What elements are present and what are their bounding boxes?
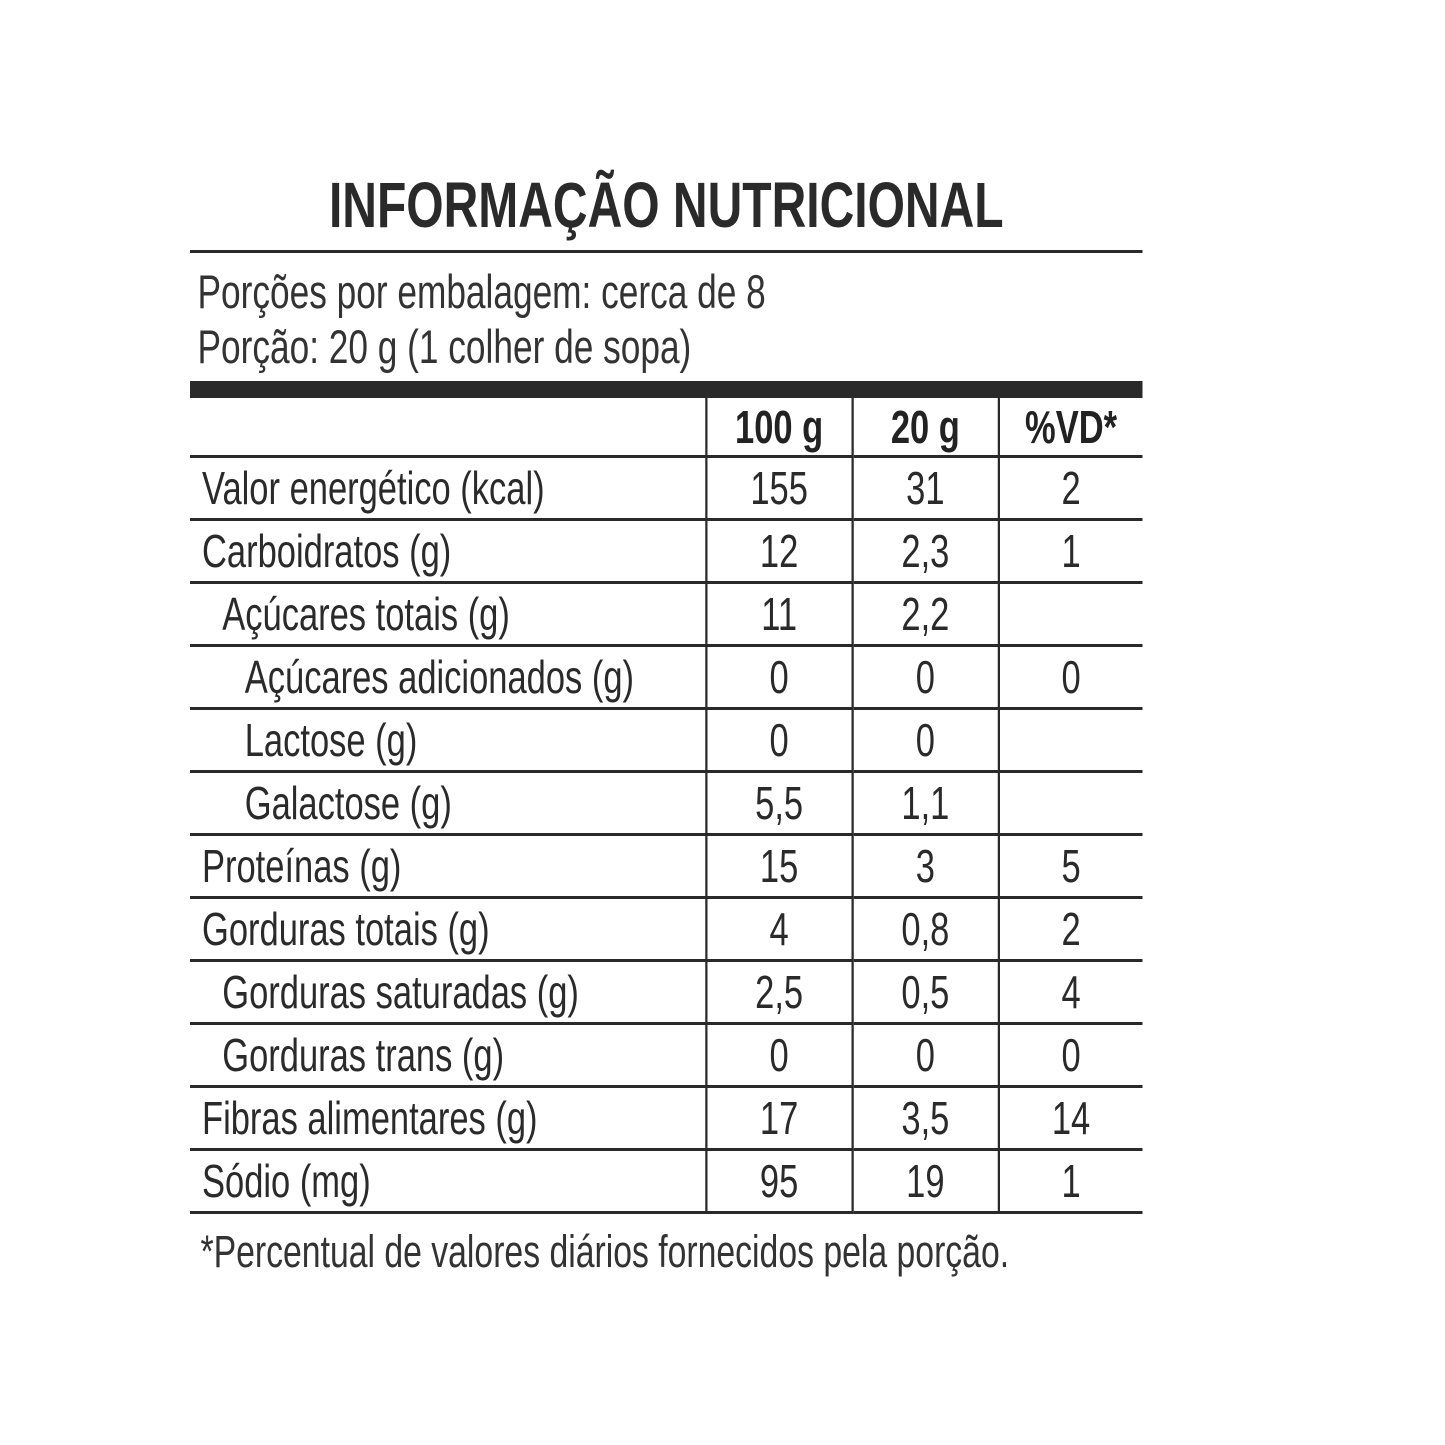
value-20g: 0,8	[851, 897, 999, 962]
divider-thick	[190, 381, 1143, 398]
value-100g: 2,5	[704, 960, 853, 1025]
value-100g: 12	[704, 519, 853, 584]
value-vd: 14	[997, 1086, 1143, 1151]
value-100g: 0	[704, 1023, 853, 1088]
nutrient-label: Gorduras saturadas (g)	[190, 960, 706, 1025]
table-row: Gorduras totais (g) 4 0,8 2	[190, 897, 1143, 962]
value-vd: 0	[997, 1023, 1143, 1088]
value-20g: 2,2	[851, 582, 999, 647]
table-row: Valor energético (kcal) 155 31 2	[190, 456, 1143, 521]
value-vd: 2	[997, 456, 1143, 521]
value-vd	[997, 582, 1143, 647]
value-20g: 0	[851, 1023, 999, 1088]
table-row: Gorduras trans (g) 0 0 0	[190, 1023, 1143, 1088]
value-vd: 4	[997, 960, 1143, 1025]
servings-per-package: Porções por embalagem: cerca de 8	[197, 265, 766, 318]
nutrient-label: Açúcares totais (g)	[190, 582, 706, 647]
nutrition-label: INFORMAÇÃO NUTRICIONAL Porções por embal…	[190, 0, 1143, 1445]
table-row: Sódio (mg) 95 19 1	[190, 1149, 1143, 1214]
nutrient-label: Valor energético (kcal)	[190, 456, 706, 521]
table-row: Gorduras saturadas (g) 2,5 0,5 4	[190, 960, 1143, 1025]
value-100g: 155	[704, 456, 853, 521]
nutrient-label: Sódio (mg)	[190, 1149, 706, 1214]
nutrient-label: Gorduras totais (g)	[190, 897, 706, 962]
value-vd: 1	[997, 519, 1143, 584]
serving-size: Porção: 20 g (1 colher de sopa)	[197, 320, 692, 373]
value-vd: 5	[997, 834, 1143, 899]
table-row: Fibras alimentares (g) 17 3,5 14	[190, 1086, 1143, 1151]
header-row: 100 g 20 g %VD*	[190, 398, 1143, 458]
nutrient-label: Carboidratos (g)	[190, 519, 706, 584]
value-100g: 11	[704, 582, 853, 647]
value-100g: 0	[704, 645, 853, 710]
value-20g: 0,5	[851, 960, 999, 1025]
value-vd	[997, 771, 1143, 836]
nutrient-label: Galactose (g)	[190, 771, 706, 836]
value-vd: 0	[997, 645, 1143, 710]
header-vd: %VD*	[997, 398, 1143, 458]
nutrition-table: 100 g 20 g %VD* Valor energético (kcal) 1…	[190, 398, 1143, 1214]
value-20g: 0	[851, 645, 999, 710]
value-100g: 0	[704, 708, 853, 773]
value-100g: 15	[704, 834, 853, 899]
value-vd	[997, 708, 1143, 773]
value-100g: 17	[704, 1086, 853, 1151]
header-20g: 20 g	[851, 398, 999, 458]
table-row: Proteínas (g) 15 3 5	[190, 834, 1143, 899]
table-row: Açúcares totais (g) 11 2,2	[190, 582, 1143, 647]
value-vd: 2	[997, 897, 1143, 962]
value-20g: 1,1	[851, 771, 999, 836]
value-100g: 5,5	[704, 771, 853, 836]
header-100g: 100 g	[704, 398, 853, 458]
value-20g: 2,3	[851, 519, 999, 584]
divider-thin	[190, 250, 1143, 253]
table-row: Açúcares adicionados (g) 0 0 0	[190, 645, 1143, 710]
value-20g: 3,5	[851, 1086, 999, 1151]
value-100g: 95	[704, 1149, 853, 1214]
nutrient-label: Proteínas (g)	[190, 834, 706, 899]
nutrient-label: Fibras alimentares (g)	[190, 1086, 706, 1151]
table-row: Carboidratos (g) 12 2,3 1	[190, 519, 1143, 584]
value-20g: 3	[851, 834, 999, 899]
label-title: INFORMAÇÃO NUTRICIONAL	[328, 169, 1004, 241]
value-vd: 1	[997, 1149, 1143, 1214]
nutrient-label: Gorduras trans (g)	[190, 1023, 706, 1088]
header-nutrient	[190, 398, 706, 458]
value-20g: 31	[851, 456, 999, 521]
nutrient-label: Açúcares adicionados (g)	[190, 645, 706, 710]
table-row: Galactose (g) 5,5 1,1	[190, 771, 1143, 836]
value-20g: 19	[851, 1149, 999, 1214]
table-row: Lactose (g) 0 0	[190, 708, 1143, 773]
value-20g: 0	[851, 708, 999, 773]
nutrient-label: Lactose (g)	[190, 708, 706, 773]
value-100g: 4	[704, 897, 853, 962]
footnote: *Percentual de valores diários fornecido…	[200, 1226, 1010, 1277]
